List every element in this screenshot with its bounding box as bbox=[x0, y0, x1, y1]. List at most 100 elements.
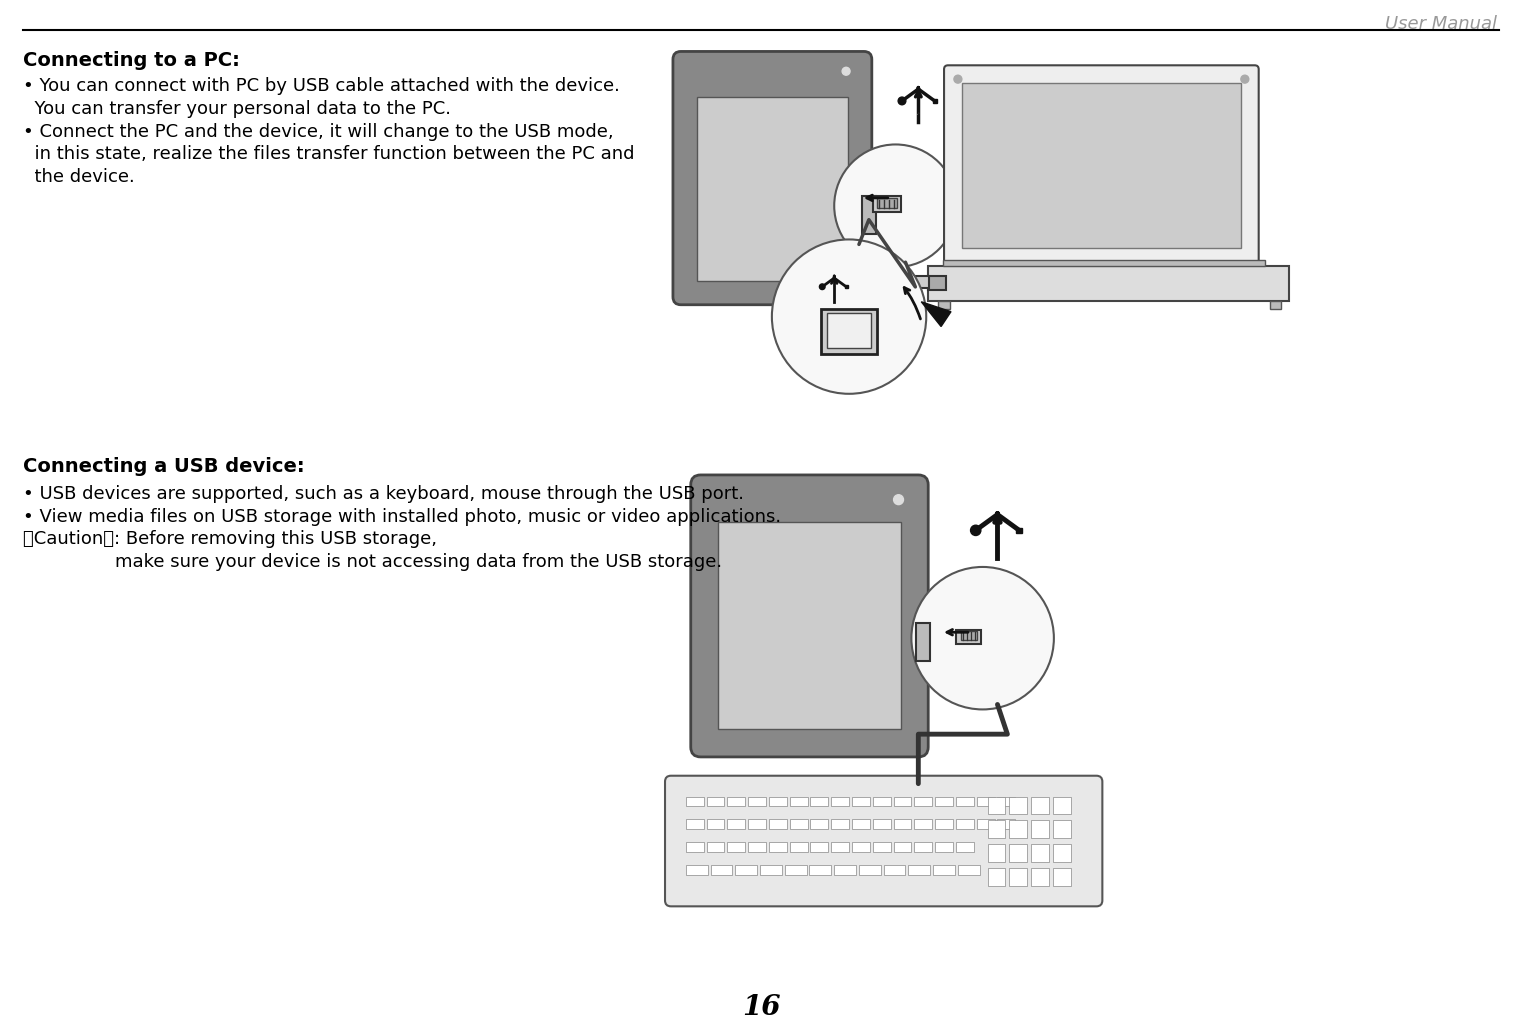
Bar bbox=[1009, 844, 1027, 862]
Bar bbox=[749, 842, 766, 852]
Bar bbox=[944, 261, 1265, 266]
Text: Connecting to a PC:: Connecting to a PC: bbox=[23, 51, 240, 71]
Bar bbox=[935, 796, 953, 806]
Bar bbox=[811, 819, 828, 829]
Bar bbox=[810, 865, 831, 875]
Bar bbox=[935, 819, 953, 829]
Bar bbox=[686, 865, 708, 875]
Bar bbox=[956, 819, 974, 829]
FancyBboxPatch shape bbox=[944, 66, 1259, 266]
Bar bbox=[686, 842, 703, 852]
Circle shape bbox=[971, 525, 980, 536]
Bar bbox=[828, 313, 871, 348]
Bar bbox=[956, 796, 974, 806]
Circle shape bbox=[819, 284, 825, 289]
Bar bbox=[1030, 796, 1049, 815]
Bar bbox=[988, 796, 1006, 815]
Text: 【Caution】: Before removing this USB storage,: 【Caution】: Before removing this USB stor… bbox=[23, 530, 437, 548]
Text: • Connect the PC and the device, it will change to the USB mode,: • Connect the PC and the device, it will… bbox=[23, 123, 613, 141]
Bar bbox=[997, 819, 1015, 829]
Bar bbox=[884, 865, 906, 875]
Bar bbox=[872, 842, 890, 852]
Text: • View media files on USB storage with installed photo, music or video applicati: • View media files on USB storage with i… bbox=[23, 508, 781, 525]
Bar bbox=[960, 631, 977, 640]
Bar bbox=[718, 522, 901, 729]
Bar bbox=[790, 796, 808, 806]
Bar bbox=[1030, 844, 1049, 862]
Bar bbox=[845, 285, 848, 288]
Bar bbox=[1053, 796, 1070, 815]
Bar bbox=[928, 276, 947, 290]
Bar bbox=[1053, 820, 1070, 838]
Bar bbox=[872, 796, 890, 806]
Text: • You can connect with PC by USB cable attached with the device.: • You can connect with PC by USB cable a… bbox=[23, 77, 619, 95]
Text: Connecting a USB device:: Connecting a USB device: bbox=[23, 458, 304, 476]
Bar bbox=[728, 819, 746, 829]
Polygon shape bbox=[921, 302, 951, 326]
Bar bbox=[686, 819, 703, 829]
Bar bbox=[858, 865, 881, 875]
Bar bbox=[749, 819, 766, 829]
Bar bbox=[1017, 527, 1021, 534]
Bar bbox=[785, 865, 807, 875]
Bar bbox=[728, 796, 746, 806]
Text: in this state, realize the files transfer function between the PC and: in this state, realize the files transfe… bbox=[23, 146, 635, 163]
Circle shape bbox=[893, 495, 904, 505]
Bar bbox=[706, 796, 724, 806]
Bar bbox=[915, 842, 931, 852]
Bar bbox=[977, 796, 994, 806]
Bar bbox=[977, 819, 994, 829]
Circle shape bbox=[1240, 75, 1248, 83]
Circle shape bbox=[898, 97, 906, 105]
Circle shape bbox=[912, 567, 1053, 709]
Text: make sure your device is not accessing data from the USB storage.: make sure your device is not accessing d… bbox=[23, 553, 721, 571]
FancyBboxPatch shape bbox=[673, 51, 872, 305]
Bar bbox=[728, 842, 746, 852]
Bar bbox=[904, 276, 930, 288]
Bar bbox=[1030, 820, 1049, 838]
FancyBboxPatch shape bbox=[665, 776, 1102, 906]
Circle shape bbox=[834, 145, 957, 267]
Bar bbox=[915, 796, 931, 806]
Bar bbox=[935, 842, 953, 852]
Bar bbox=[872, 196, 901, 211]
Bar bbox=[769, 842, 787, 852]
Bar bbox=[1053, 844, 1070, 862]
Bar bbox=[956, 630, 980, 644]
Text: You can transfer your personal data to the PC.: You can transfer your personal data to t… bbox=[23, 100, 451, 118]
Bar bbox=[831, 796, 849, 806]
Bar bbox=[706, 842, 724, 852]
Bar bbox=[872, 819, 890, 829]
Bar bbox=[1009, 820, 1027, 838]
Bar bbox=[909, 865, 930, 875]
Bar bbox=[1030, 868, 1049, 885]
Bar bbox=[893, 842, 912, 852]
Bar bbox=[811, 796, 828, 806]
Bar bbox=[831, 819, 849, 829]
FancyBboxPatch shape bbox=[691, 475, 928, 757]
Bar bbox=[831, 842, 849, 852]
Bar bbox=[988, 820, 1006, 838]
Bar bbox=[928, 266, 1289, 301]
Bar bbox=[697, 97, 848, 281]
Bar bbox=[988, 868, 1006, 885]
Bar bbox=[915, 819, 931, 829]
Bar bbox=[686, 796, 703, 806]
Bar bbox=[1009, 796, 1027, 815]
Bar bbox=[811, 842, 828, 852]
Bar bbox=[997, 796, 1015, 806]
Text: User Manual: User Manual bbox=[1385, 14, 1498, 33]
Bar bbox=[956, 842, 974, 852]
Bar bbox=[769, 819, 787, 829]
Bar bbox=[759, 865, 782, 875]
Text: • USB devices are supported, such as a keyboard, mouse through the USB port.: • USB devices are supported, such as a k… bbox=[23, 485, 744, 503]
Text: ☄: ☄ bbox=[918, 112, 919, 116]
Bar bbox=[852, 796, 871, 806]
Bar bbox=[706, 819, 724, 829]
Bar bbox=[735, 865, 756, 875]
Bar bbox=[1053, 868, 1070, 885]
Bar bbox=[1269, 301, 1282, 309]
Bar bbox=[938, 301, 950, 309]
Bar bbox=[790, 819, 808, 829]
Bar bbox=[834, 865, 855, 875]
